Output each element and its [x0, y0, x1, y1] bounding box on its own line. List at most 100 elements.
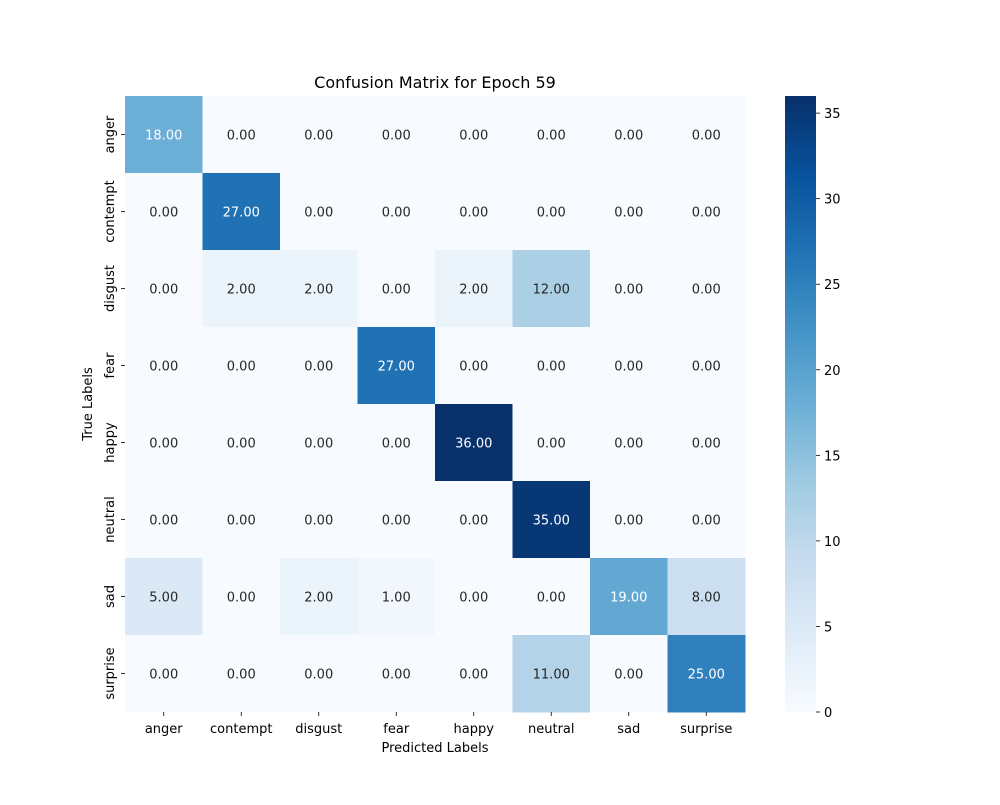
heatmap-cell — [435, 250, 513, 328]
cell-value-label: 0.00 — [692, 129, 721, 144]
cell-value-label: 0.00 — [614, 206, 643, 221]
heatmap-cell — [125, 96, 203, 174]
cell-value-label: 0.00 — [304, 129, 333, 144]
cell-value-label: 0.00 — [304, 514, 333, 529]
colorbar-tick-label: 25 — [824, 278, 841, 293]
heatmap-cell — [667, 327, 746, 405]
cell-value-label: 0.00 — [382, 437, 411, 452]
cell-value-label: 0.00 — [382, 283, 411, 298]
cell-value-label: 0.00 — [459, 591, 488, 606]
x-tick-label: sad — [617, 722, 640, 737]
cell-value-label: 0.00 — [382, 668, 411, 683]
cell-value-label: 18.00 — [145, 129, 182, 144]
cell-value-label: 0.00 — [614, 360, 643, 375]
heatmap-cell — [125, 250, 203, 328]
cell-value-label: 0.00 — [227, 591, 256, 606]
heatmap-cell — [435, 327, 513, 405]
y-tick-label: surprise — [103, 647, 118, 699]
x-axis: anger contempt disgust fear happy neutral sad s… — [145, 712, 732, 737]
colorbar-tick-label: 35 — [824, 107, 841, 122]
heatmap-cell — [202, 635, 281, 713]
colorbar-tick-label: 5 — [824, 620, 832, 635]
heatmap-cell — [125, 635, 203, 713]
cell-value-label: 0.00 — [614, 283, 643, 298]
heatmap-cell — [512, 481, 591, 559]
heatmap-cell — [590, 558, 668, 636]
cell-value-label: 0.00 — [459, 668, 488, 683]
heatmap-cell — [512, 173, 591, 251]
heatmap-cell — [590, 481, 668, 559]
y-axis: anger contempt disgust fear happy neutral sad s… — [103, 115, 125, 700]
cell-value-label: 0.00 — [459, 514, 488, 529]
heatmap-cell — [667, 558, 746, 636]
heatmap-cell — [202, 96, 281, 174]
heatmap-cell — [435, 558, 513, 636]
heatmap-cell — [667, 481, 746, 559]
cell-value-label: 0.00 — [614, 668, 643, 683]
cell-value-label: 0.00 — [614, 437, 643, 452]
cell-value-label: 0.00 — [537, 437, 566, 452]
heatmap-cell — [202, 250, 281, 328]
cell-value-label: 11.00 — [533, 668, 570, 683]
heatmap-cell — [590, 173, 668, 251]
cell-value-label: 0.00 — [149, 437, 178, 452]
cell-value-label: 0.00 — [537, 206, 566, 221]
cell-value-label: 0.00 — [459, 129, 488, 144]
heatmap-cells — [125, 96, 746, 713]
cell-value-label: 2.00 — [304, 591, 333, 606]
colorbar-tick-label: 15 — [824, 449, 841, 464]
chart-title: Confusion Matrix for Epoch 59 — [314, 73, 556, 92]
heatmap-cell — [280, 404, 358, 482]
heatmap-cell — [357, 173, 436, 251]
cell-value-label: 0.00 — [304, 360, 333, 375]
cell-value-label: 0.00 — [227, 129, 256, 144]
colorbar-gradient — [785, 96, 816, 712]
x-tick-label: neutral — [528, 722, 575, 737]
heatmap-cell — [280, 327, 358, 405]
heatmap-cell — [202, 173, 281, 251]
y-tick-label: disgust — [103, 265, 118, 312]
cell-value-label: 0.00 — [614, 129, 643, 144]
heatmap-cell — [280, 96, 358, 174]
cell-value-label: 0.00 — [692, 437, 721, 452]
cell-value-label: 0.00 — [537, 360, 566, 375]
heatmap-cell — [357, 404, 436, 482]
heatmap-cell — [280, 558, 358, 636]
heatmap-cell — [512, 96, 591, 174]
heatmap-cell — [590, 250, 668, 328]
colorbar-tick-label: 10 — [824, 535, 841, 550]
cell-value-label: 0.00 — [304, 437, 333, 452]
cell-value-label: 1.00 — [382, 591, 411, 606]
heatmap-cell — [590, 404, 668, 482]
heatmap-cell — [667, 404, 746, 482]
cell-value-label: 0.00 — [614, 514, 643, 529]
heatmap-cell — [667, 173, 746, 251]
cell-value-label: 0.00 — [227, 514, 256, 529]
heatmap-cell — [280, 481, 358, 559]
colorbar: 0 5 10 15 20 25 30 35 — [785, 96, 841, 721]
cell-value-label: 0.00 — [149, 283, 178, 298]
cell-value-label: 0.00 — [149, 514, 178, 529]
y-tick-label: sad — [103, 585, 118, 608]
heatmap-cell-labels: 18.00 0.00 0.00 0.00 0.00 0.00 0.00 0.00 0.00 27.… — [145, 129, 725, 683]
cell-value-label: 35.00 — [533, 514, 570, 529]
heatmap-cell — [125, 173, 203, 251]
cell-value-label: 0.00 — [692, 283, 721, 298]
cell-value-label: 12.00 — [533, 283, 570, 298]
heatmap-cell — [590, 96, 668, 174]
heatmap-cell — [435, 96, 513, 174]
heatmap-cell — [667, 250, 746, 328]
x-tick-label: surprise — [680, 722, 732, 737]
heatmap-cell — [202, 558, 281, 636]
cell-value-label: 0.00 — [149, 360, 178, 375]
cell-value-label: 27.00 — [223, 206, 260, 221]
y-tick-label: happy — [103, 422, 118, 463]
cell-value-label: 2.00 — [227, 283, 256, 298]
heatmap-cell — [512, 558, 591, 636]
cell-value-label: 19.00 — [610, 591, 647, 606]
x-tick-label: disgust — [295, 722, 342, 737]
heatmap-cell — [357, 635, 436, 713]
heatmap-cell — [280, 173, 358, 251]
colorbar-tick-label: 20 — [824, 364, 841, 379]
